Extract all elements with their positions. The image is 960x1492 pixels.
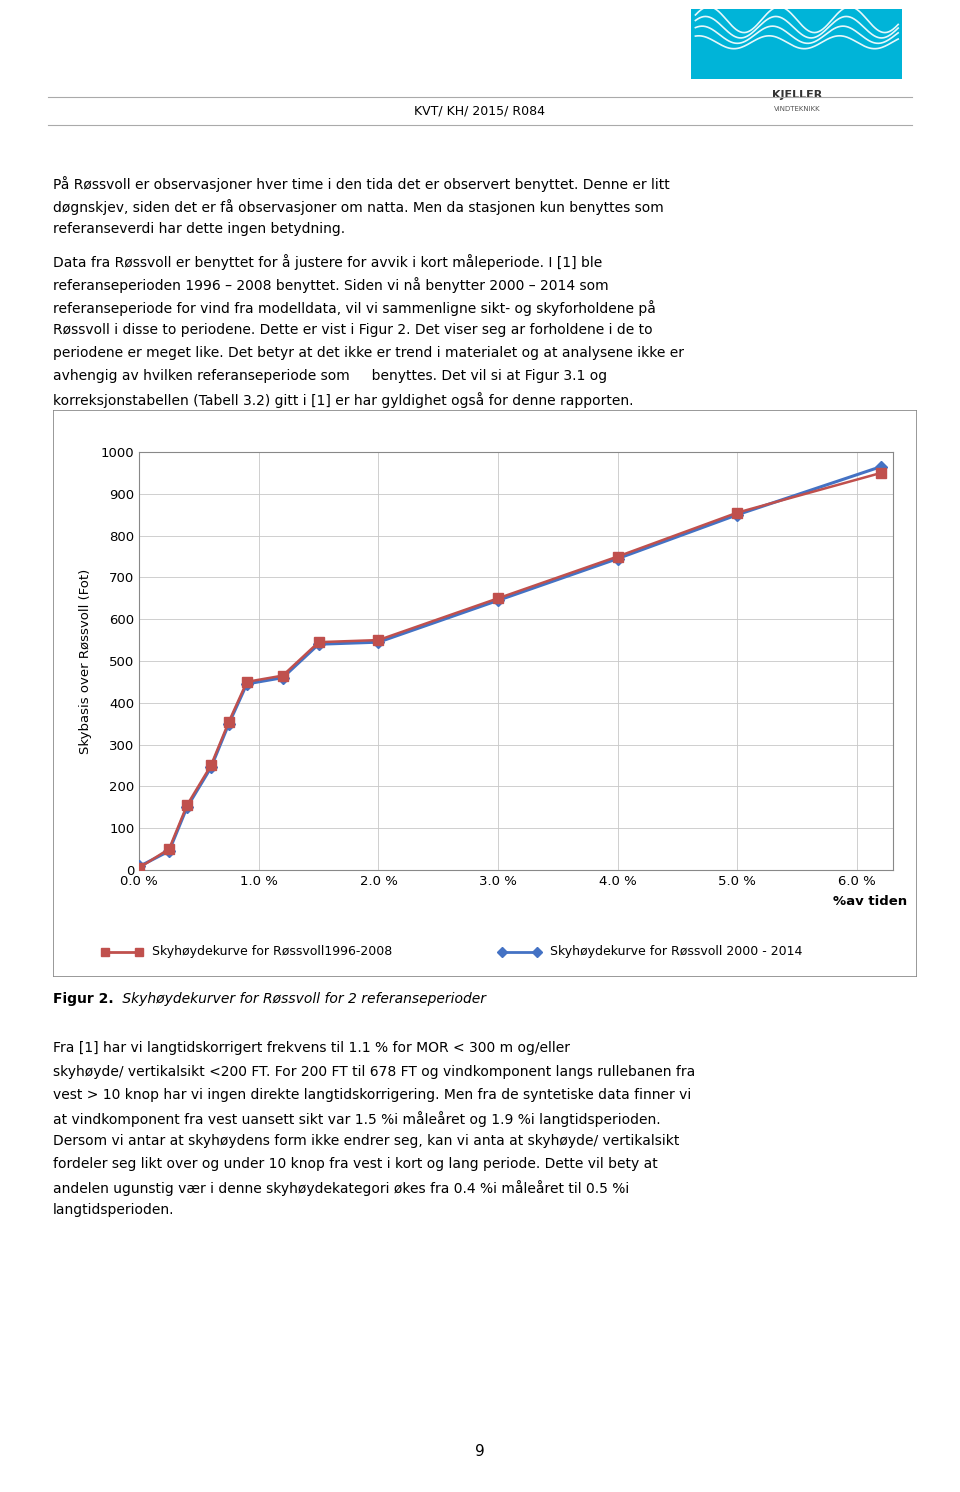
Bar xyxy=(691,9,902,79)
Text: døgnskjev, siden det er få observasjoner om natta. Men da stasjonen kun benyttes: døgnskjev, siden det er få observasjoner… xyxy=(53,198,663,215)
Text: Skyhøydekurve for Røssvoll 2000 - 2014: Skyhøydekurve for Røssvoll 2000 - 2014 xyxy=(549,946,802,958)
Text: korreksjonstabellen (Tabell 3.2) gitt i [1] er har gyldighet også for denne rapp: korreksjonstabellen (Tabell 3.2) gitt i … xyxy=(53,392,634,409)
Text: Fra [1] har vi langtidskorrigert frekvens til 1.1 % for MOR < 300 m og/eller: Fra [1] har vi langtidskorrigert frekven… xyxy=(53,1041,570,1055)
Text: KJELLER: KJELLER xyxy=(772,90,822,100)
Text: referanseverdi har dette ingen betydning.: referanseverdi har dette ingen betydning… xyxy=(53,222,345,236)
Text: langtidsperioden.: langtidsperioden. xyxy=(53,1203,175,1217)
Text: referanseperioden 1996 – 2008 benyttet. Siden vi nå benytter 2000 – 2014 som: referanseperioden 1996 – 2008 benyttet. … xyxy=(53,278,609,292)
Text: Data fra Røssvoll er benyttet for å justere for avvik i kort måleperiode. I [1] : Data fra Røssvoll er benyttet for å just… xyxy=(53,254,602,270)
Text: Dersom vi antar at skyhøydens form ikke endrer seg, kan vi anta at skyhøyde/ ver: Dersom vi antar at skyhøydens form ikke … xyxy=(53,1134,679,1147)
Text: vest > 10 knop har vi ingen direkte langtidskorrigering. Men fra de syntetiske d: vest > 10 knop har vi ingen direkte lang… xyxy=(53,1088,691,1101)
Text: VINDTEKNIKK: VINDTEKNIKK xyxy=(774,106,820,112)
Text: Skyhøydekurve for Røssvoll1996-2008: Skyhøydekurve for Røssvoll1996-2008 xyxy=(152,946,393,958)
Text: andelen ugunstig vær i denne skyhøydekategori økes fra 0.4 %i måleåret til 0.5 %: andelen ugunstig vær i denne skyhøydekat… xyxy=(53,1180,629,1197)
Text: Skyhøydekurver for Røssvoll for 2 referanseperioder: Skyhøydekurver for Røssvoll for 2 refera… xyxy=(118,992,486,1006)
Text: fordeler seg likt over og under 10 knop fra vest i kort og lang periode. Dette v: fordeler seg likt over og under 10 knop … xyxy=(53,1158,658,1171)
Text: 9: 9 xyxy=(475,1444,485,1459)
Text: at vindkomponent fra vest uansett sikt var 1.5 %i måleåret og 1.9 %i langtidsper: at vindkomponent fra vest uansett sikt v… xyxy=(53,1110,660,1126)
Y-axis label: Skybasis over Røssvoll (Fot): Skybasis over Røssvoll (Fot) xyxy=(80,568,92,753)
Text: På Røssvoll er observasjoner hver time i den tida det er observert benyttet. Den: På Røssvoll er observasjoner hver time i… xyxy=(53,176,669,192)
Text: %av tiden: %av tiden xyxy=(833,895,907,909)
Text: referanseperiode for vind fra modelldata, vil vi sammenligne sikt- og skyforhold: referanseperiode for vind fra modelldata… xyxy=(53,300,656,316)
Text: Figur 2.: Figur 2. xyxy=(53,992,113,1006)
Text: avhengig av hvilken referanseperiode som     benyttes. Det vil si at Figur 3.1 o: avhengig av hvilken referanseperiode som… xyxy=(53,369,607,383)
Text: periodene er meget like. Det betyr at det ikke er trend i materialet og at analy: periodene er meget like. Det betyr at de… xyxy=(53,346,684,360)
Text: Røssvoll i disse to periodene. Dette er vist i Figur 2. Det viser seg ar forhold: Røssvoll i disse to periodene. Dette er … xyxy=(53,324,653,337)
Text: KVT/ KH/ 2015/ R084: KVT/ KH/ 2015/ R084 xyxy=(415,104,545,118)
Text: skyhøyde/ vertikalsikt <200 FT. For 200 FT til 678 FT og vindkomponent langs rul: skyhøyde/ vertikalsikt <200 FT. For 200 … xyxy=(53,1065,695,1079)
